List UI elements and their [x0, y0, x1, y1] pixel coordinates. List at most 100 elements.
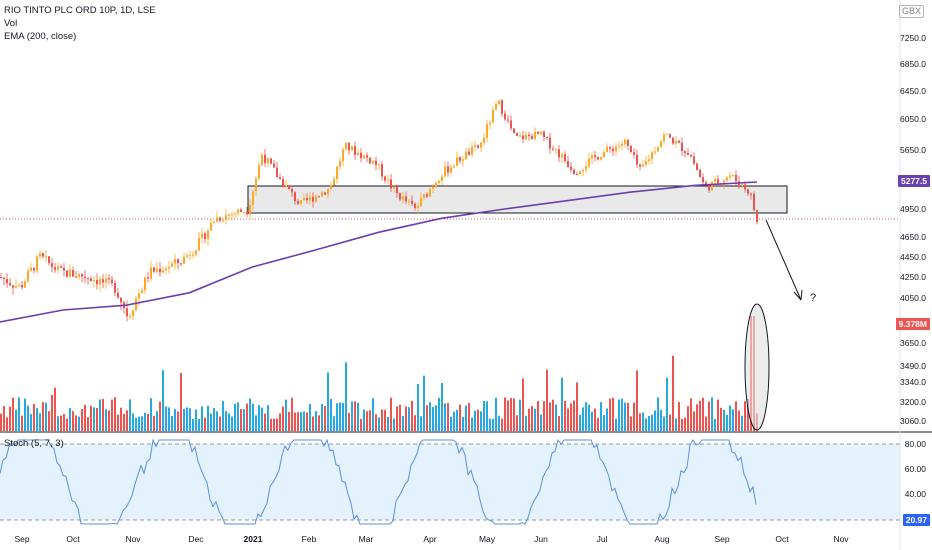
volume-bar	[471, 417, 473, 431]
volume-bar	[297, 412, 299, 431]
volume-bar	[609, 398, 611, 431]
time-tick: Apr	[423, 534, 437, 544]
volume-bar	[474, 410, 476, 431]
volume-bar	[33, 404, 35, 431]
volume-bar	[432, 407, 434, 431]
volume-bar	[570, 403, 572, 431]
volume-bar	[627, 402, 629, 431]
volume-spike-ellipse[interactable]	[744, 303, 770, 431]
price-tick: 6450.0	[900, 86, 926, 96]
volume-bar	[723, 409, 725, 431]
volume-bar	[237, 402, 239, 431]
candle	[222, 220, 224, 222]
candle	[675, 140, 677, 144]
volume-bar	[561, 377, 563, 431]
candle	[204, 233, 206, 239]
volume-bar	[660, 409, 662, 431]
candle	[528, 134, 530, 136]
symbol-title[interactable]: RIO TINTO PLC ORD 10P, 1D, LSE	[4, 5, 156, 16]
candle	[63, 267, 65, 271]
candle	[348, 142, 350, 151]
candle	[162, 270, 164, 273]
volume-bar	[612, 397, 614, 431]
candle	[87, 277, 89, 279]
volume-bar	[300, 412, 302, 431]
volume-bar	[225, 411, 227, 431]
volume-bar	[117, 414, 119, 431]
stoch-value-badge: 20.97	[902, 514, 930, 526]
volume-bar	[684, 417, 686, 431]
volume-bar	[312, 416, 314, 431]
volume-bar	[21, 415, 23, 431]
volume-bar	[513, 398, 515, 431]
volume-bar	[633, 402, 635, 431]
volume-bar	[519, 399, 521, 431]
volume-bar	[531, 406, 533, 431]
candle	[444, 166, 446, 177]
volume-bar	[48, 411, 50, 431]
volume-bar	[336, 403, 338, 431]
candle	[726, 177, 728, 181]
volume-bar	[381, 409, 383, 431]
candle	[600, 157, 602, 160]
volume-bar	[186, 407, 188, 431]
volume-bar	[645, 418, 647, 431]
candle	[267, 158, 269, 164]
volume-bar	[126, 410, 128, 431]
volume-bar	[564, 400, 566, 431]
time-tick: Nov	[125, 534, 141, 544]
candle	[216, 217, 218, 222]
volume-bar	[57, 416, 59, 431]
candle	[294, 192, 296, 201]
forecast-arrow[interactable]	[765, 219, 802, 301]
candle	[69, 270, 71, 277]
candle	[366, 155, 368, 158]
volume-bar	[696, 404, 698, 431]
candle	[447, 166, 449, 173]
candle	[30, 267, 32, 271]
volume-bar	[294, 412, 296, 431]
time-tick: Dec	[188, 534, 204, 544]
volume-bar	[615, 418, 617, 431]
volume-bar	[378, 417, 380, 431]
volume-bar	[210, 413, 212, 431]
volume-bar	[393, 418, 395, 431]
volume-bar	[102, 398, 104, 431]
candle	[441, 176, 443, 182]
currency-label[interactable]: GBX	[898, 5, 924, 18]
candle	[414, 203, 416, 208]
ema-legend[interactable]: EMA (200, close)	[4, 31, 77, 42]
volume-bar	[282, 406, 284, 431]
volume-bar	[648, 416, 650, 431]
candle	[120, 297, 122, 303]
volume-bar	[249, 398, 251, 431]
support-zone[interactable]	[247, 185, 788, 214]
volume-bar	[192, 418, 194, 431]
volume-bar	[138, 416, 140, 431]
price-tick: 4250.0	[900, 272, 926, 282]
stoch-title[interactable]: Stoch (5, 7, 3)	[4, 438, 64, 449]
volume-bar	[243, 409, 245, 431]
candle	[630, 145, 632, 153]
candle	[156, 268, 158, 272]
volume-bar	[15, 409, 17, 431]
candle	[693, 156, 695, 164]
candle	[453, 166, 455, 168]
volume-legend[interactable]: Vol	[4, 18, 18, 29]
volume-bar	[228, 413, 230, 431]
volume-bar	[342, 403, 344, 431]
candle	[756, 210, 758, 223]
candle	[387, 179, 389, 181]
candle	[339, 161, 341, 167]
candle	[615, 146, 617, 152]
volume-bar	[459, 404, 461, 431]
candle	[534, 131, 536, 140]
volume-bar	[351, 401, 353, 431]
volume-bar	[417, 384, 419, 431]
volume-bar	[387, 416, 389, 431]
candle	[129, 315, 131, 317]
candle	[198, 237, 200, 251]
candle	[474, 145, 476, 147]
volume-bar	[222, 401, 224, 431]
